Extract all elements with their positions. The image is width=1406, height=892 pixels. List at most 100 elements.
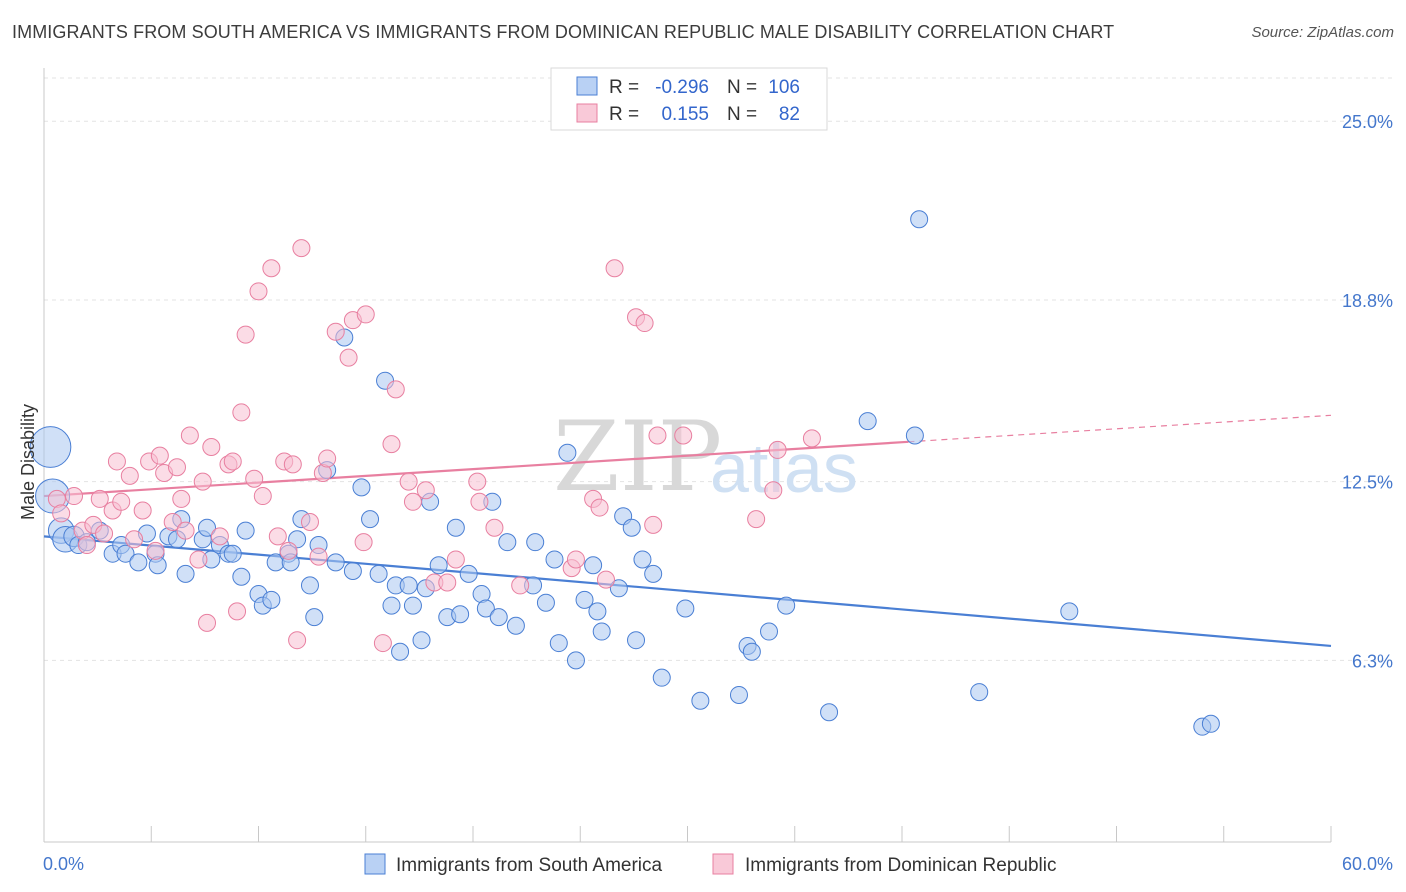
data-point [588,602,607,621]
data-point [373,634,392,653]
data-point [648,426,667,445]
legend-n-value-south-america: 106 [768,77,800,98]
data-point [584,556,603,575]
data-point [412,631,431,650]
y-tick-label: 25.0% [1342,112,1393,132]
legend-n-label: N = [727,77,757,98]
data-point [1201,714,1220,733]
data-point [627,631,646,650]
tick-labels: 6.3% 12.5% 18.8% 25.0% 0.0% 60.0% [43,112,1393,874]
data-point [65,487,84,506]
data-point [545,550,564,569]
data-point [429,556,448,575]
data-point [391,642,410,661]
data-point [176,521,195,540]
bottom-legend-label-south-america: Immigrants from South America [396,855,663,876]
data-point [382,435,401,454]
data-point [120,466,139,485]
data-point [29,426,72,468]
data-point [438,573,457,592]
legend-n-value-dominican-republic: 82 [779,104,800,125]
data-point [747,510,766,529]
data-point [652,668,671,687]
data-point [125,530,144,549]
data-point [116,544,135,563]
data-point [403,492,422,511]
legend-n-label-2: N = [727,104,757,125]
data-point [820,703,839,722]
watermark-atlas: atlas [710,429,858,507]
data-point [198,613,217,632]
data-point [536,593,555,612]
data-point [382,596,401,615]
data-point [399,472,418,491]
x-tick-label-max: 60.0% [1342,854,1393,874]
data-point [592,622,611,641]
legend-swatch-dominican-republic [576,103,598,123]
data-point [198,518,217,537]
data-point [95,524,114,543]
data-point [558,443,577,462]
data-point [167,458,186,477]
data-point [361,510,380,529]
series-legend: Immigrants from South America Immigrants… [364,853,1057,876]
data-point [575,590,594,609]
data-point [566,651,585,670]
chart-title: IMMIGRANTS FROM SOUTH AMERICA VS IMMIGRA… [12,22,1115,42]
data-point [223,544,242,563]
bottom-legend-label-dominican-republic: Immigrants from Dominican Republic [745,855,1057,876]
data-point [283,455,302,474]
data-point [292,239,311,258]
data-point [451,605,470,624]
data-point [905,426,924,445]
data-point [193,472,212,491]
data-point [356,305,375,324]
data-point [386,380,405,399]
correlation-legend: R = -0.296 N = 106 R = 0.155 N = 82 [550,67,828,131]
watermark-zip: ZIP [553,401,722,513]
data-point [858,412,877,431]
data-point [305,608,324,627]
data-point [172,489,191,508]
data-point [318,449,337,468]
data-point [605,259,624,278]
data-point [300,576,319,595]
data-point [1060,602,1079,621]
legend-r-label: R = [609,77,639,98]
data-point [526,533,545,552]
data-point [90,489,109,508]
data-point [279,541,298,560]
data-point [970,683,989,702]
data-point [489,608,508,627]
data-point [300,512,319,531]
bottom-legend-swatch-south-america [364,853,386,875]
legend-r-value-south-america: -0.296 [655,77,709,98]
data-point [77,536,96,555]
trend-lines [43,414,1332,648]
data-point [249,282,268,301]
data-point [262,590,281,609]
data-point [52,504,71,523]
data-point [107,452,126,471]
data-point [309,547,328,566]
series-south-america [29,210,1220,736]
data-point [232,567,251,586]
data-point [446,550,465,569]
trend-line-south-america [43,535,1332,648]
data-point [729,685,748,704]
data-point [446,518,465,537]
data-point [549,634,568,653]
data-point [146,541,165,560]
data-point [343,561,362,580]
y-axis-title: Male Disability [18,404,38,520]
data-point [232,403,251,422]
trend-line-dominican-republic [43,440,909,498]
data-point [202,438,221,457]
data-point [403,596,422,615]
data-point [112,492,131,511]
data-point [326,322,345,341]
data-point [777,596,796,615]
data-point [268,527,287,546]
data-point [352,478,371,497]
